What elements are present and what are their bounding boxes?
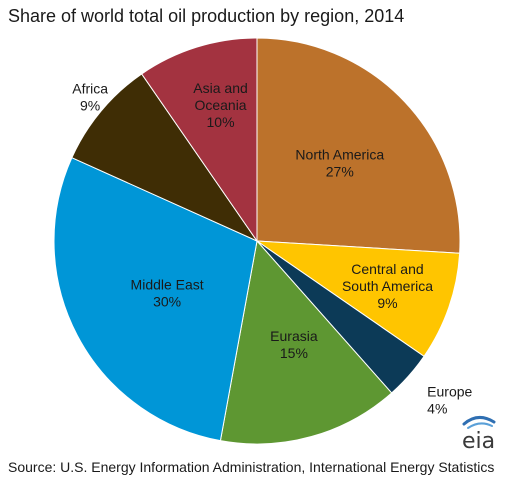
slice-name-label: Central and (351, 261, 423, 277)
slice-value-label: 30% (153, 294, 181, 310)
slice-name-label: Europe (427, 383, 472, 399)
slice-name-label: Asia and (193, 80, 247, 96)
slice-label: North America 27% (295, 147, 384, 180)
slice-value-label: 15% (280, 345, 308, 361)
eia-logo-text: eia (462, 429, 495, 452)
slice-value-label: 9% (377, 295, 397, 311)
slice-name-label: North America (295, 147, 384, 163)
pie-slice-eurasia (219, 239, 393, 445)
slice-label: Europe 4% (427, 383, 472, 416)
slice-name-label: Eurasia (270, 328, 318, 344)
slice-label: Central and South America 9% (342, 261, 433, 311)
slice-label: Middle East 30% (131, 277, 204, 310)
slice-value-label: 27% (326, 164, 354, 180)
slice-value-label: 9% (80, 97, 100, 113)
slice-name-label: South America (342, 278, 433, 294)
slice-label: Africa 9% (72, 80, 108, 113)
slice-name-label: Middle East (131, 277, 204, 293)
pie-slice-central-and-south-america (255, 240, 461, 358)
slice-label: Eurasia 15% (270, 328, 318, 361)
pie-slice-asia-and-oceania (140, 37, 258, 243)
slice-name-label: Africa (72, 80, 108, 96)
pie-labels: North America 27% Central and South America… (72, 80, 472, 416)
pie-slice-africa (71, 73, 259, 243)
chart-title: Share of world total oil production by r… (8, 6, 405, 26)
pie-slices (53, 37, 461, 445)
slice-label: Asia and Oceania 10% (193, 80, 247, 130)
source-note: Source: U.S. Energy Information Administ… (8, 459, 495, 475)
slice-value-label: 10% (207, 114, 235, 130)
slice-name-label: Oceania (194, 97, 246, 113)
eia-logo-icon: eia (462, 416, 496, 452)
pie-slice-north-america (256, 37, 461, 254)
pie-slice-middle-east (53, 157, 258, 442)
slice-value-label: 4% (427, 400, 447, 416)
